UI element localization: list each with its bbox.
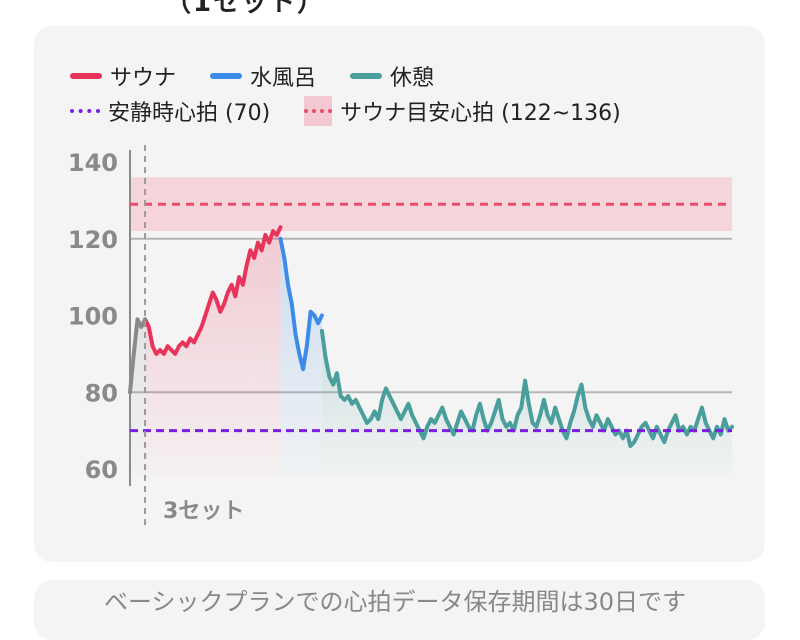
- area-cold-bath: [280, 238, 322, 477]
- legend-item-resting-hr: 安静時心拍 (70): [70, 95, 270, 127]
- cold-bath-swatch: [210, 73, 243, 79]
- y-tick-label-60: 60: [85, 456, 118, 484]
- legend-label-sauna-target: サウナ目安心拍 (122~136): [340, 101, 621, 126]
- y-tick-label-80: 80: [85, 379, 118, 407]
- legend-item-rest: 休憩: [350, 60, 434, 92]
- legend-row-1: サウナ 水風呂 休憩: [70, 61, 468, 91]
- series-line-rest: [319, 328, 734, 448]
- legend-item-sauna-target: サウナ目安心拍 (122~136): [304, 95, 621, 127]
- set-marker-label: 3セット: [163, 499, 244, 524]
- area-pre: [130, 319, 146, 477]
- area-sauna: [145, 227, 281, 477]
- legend-label-resting-hr: 安静時心拍 (70): [108, 101, 271, 126]
- y-tick-label-140: 140: [68, 149, 118, 177]
- series-line-sauna: [143, 225, 283, 356]
- legend-label-sauna: サウナ: [110, 66, 177, 91]
- legend-row-2: 安静時心拍 (70) サウナ目安心拍 (122~136): [70, 96, 655, 126]
- legend-item-cold-bath: 水風呂: [210, 60, 316, 92]
- resting-hr-swatch: [70, 109, 100, 113]
- series-line-pre: [128, 317, 148, 395]
- legend-label-rest: 休憩: [390, 66, 435, 91]
- heart-rate-chart: 60 80 100 120 140 3セット: [68, 145, 734, 528]
- series-line-cold-bath: [278, 236, 324, 372]
- y-tick-label-100: 100: [68, 303, 118, 331]
- header-title-fragment: （1セット）: [165, 0, 326, 18]
- legend-label-cold-bath: 水風呂: [250, 66, 317, 91]
- sauna-swatch: [70, 73, 102, 79]
- retention-note-card: ベーシックプランでの心拍データ保存期間は30日です: [34, 580, 765, 640]
- sauna-target-swatch: [304, 96, 333, 126]
- y-tick-label-120: 120: [68, 226, 118, 254]
- legend-item-sauna: サウナ: [70, 60, 176, 92]
- rest-swatch: [350, 73, 383, 79]
